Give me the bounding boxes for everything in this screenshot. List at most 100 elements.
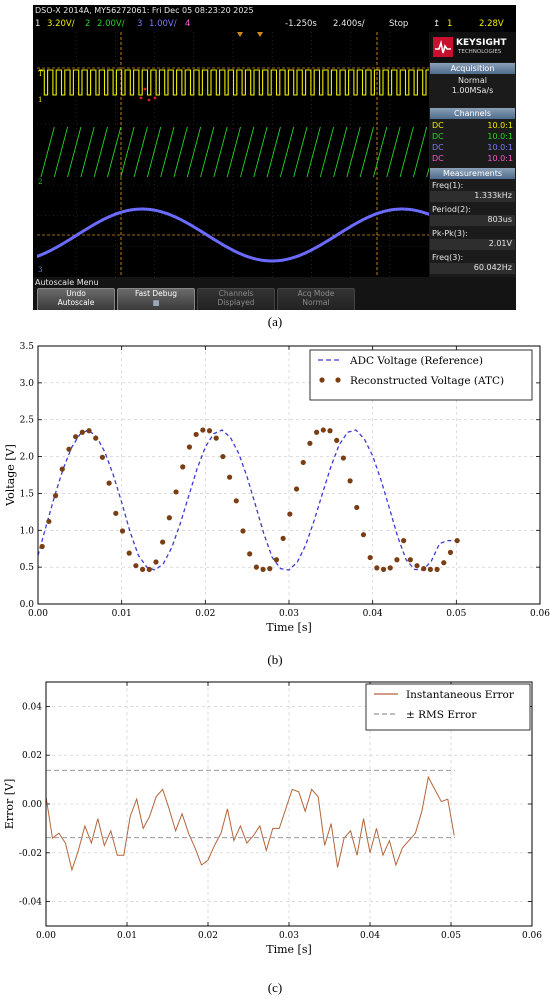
data-point: [46, 518, 52, 525]
legend-label: ADC Voltage (Reference): [349, 355, 483, 367]
channel-probe-ratio: 10.0:1: [487, 121, 513, 130]
series-line: [38, 429, 461, 571]
data-point: [233, 498, 239, 504]
data-point: [414, 563, 420, 569]
data-point: [93, 435, 99, 441]
channel-probe-ratio: 10.0:1: [487, 143, 513, 152]
legend-marker: [319, 377, 325, 383]
ch1-glitch-dot: [147, 98, 151, 102]
data-point: [99, 454, 106, 460]
data-point: [300, 459, 306, 466]
softkey-line2: Displayed: [217, 298, 255, 307]
data-point: [307, 440, 313, 446]
data-point: [260, 566, 266, 572]
ch3-ground-marker: 3: [38, 266, 42, 274]
error-chart: 0.00 0.01 0.02 0.03 0.04 0.05 0.06 -0.04 -0.02 0.…: [3, 681, 542, 956]
legend-label: Reconstructed Voltage (ATC): [350, 375, 504, 387]
softkey-line2: Autoscale: [57, 298, 95, 307]
ch1-ground-marker: 1: [38, 96, 42, 104]
x-tick-label: 0.04: [360, 931, 380, 941]
data-point: [447, 549, 454, 555]
ch2-sawtooth-trace: [40, 126, 429, 178]
scope-side-panel: KEYSIGHT TECHNOLOGIES Acquisition Normal…: [429, 32, 516, 277]
x-tick-label: 0.06: [522, 931, 542, 941]
y-tick-label: 0.00: [22, 800, 42, 810]
data-point: [119, 528, 126, 534]
voltage-chart: 0.00 0.01 0.02 0.03 0.04 0.05 0.06 0.0 0.5 1.0 1.5…: [4, 342, 550, 634]
legend-marker: [335, 377, 341, 383]
acq-mode: Normal: [458, 76, 487, 85]
data-point: [106, 480, 112, 486]
data-point: [253, 564, 259, 570]
data-point: [193, 431, 199, 438]
data-point: [146, 566, 152, 572]
softkey-line2: Normal: [302, 298, 330, 307]
plot-frame: [37, 345, 541, 605]
measurement-label: Period(2):: [432, 205, 471, 214]
data-point: [280, 535, 286, 541]
softkey-menu-title: Autoscale Menu: [35, 278, 99, 287]
x-tick-label: 0.00: [36, 931, 56, 941]
data-point: [327, 428, 333, 434]
caption-c: (c): [267, 980, 283, 995]
legend-box: [365, 683, 531, 731]
data-point: [434, 566, 440, 572]
data-point: [173, 489, 179, 495]
data-point: [113, 510, 119, 516]
ch4-number: 4: [185, 19, 191, 29]
measurement-value-box: 1.333kHz: [430, 191, 515, 202]
legend-label: ± RMS Error: [406, 709, 477, 721]
y-tick-label: 0.04: [22, 702, 42, 712]
scope-header-line: DSO-X 2014A, MY56272061: Fri Dec 05 08:2…: [35, 6, 254, 15]
x-tick-label: 0.01: [117, 931, 137, 941]
x-tick-label: 0.02: [195, 609, 215, 619]
data-point: [401, 538, 407, 544]
undo-autoscale-softkey[interactable]: Undo Autoscale: [37, 288, 115, 310]
data-point: [166, 515, 172, 521]
trigger-source: 1: [447, 19, 453, 29]
data-point: [240, 528, 246, 534]
ch3-sine-trace: [37, 207, 429, 263]
data-point: [347, 478, 353, 484]
scope-waveform-display: T 1 2 3: [37, 32, 429, 277]
softkey-line1: Channels: [218, 289, 254, 298]
trigger-level: 2.28V: [479, 19, 504, 29]
ch3-number: 3: [137, 19, 143, 29]
ch1-scale: 3.20V/: [47, 19, 75, 29]
acq-rate: 1.00MSa/s: [451, 86, 494, 95]
measurement-value: 1.333kHz: [474, 191, 512, 200]
measurement-value: 2.01V: [488, 239, 512, 248]
data-point: [133, 563, 139, 569]
data-point: [59, 466, 65, 472]
data-point: [421, 566, 427, 572]
data-point: [180, 464, 186, 470]
data-point: [267, 566, 273, 572]
data-point: [380, 566, 387, 572]
plot-series-group: [46, 769, 456, 872]
data-point: [39, 543, 45, 550]
y-tick-label: -0.04: [19, 898, 42, 908]
data-point: [213, 435, 219, 441]
data-point: [287, 511, 293, 517]
fast-debug-softkey[interactable]: Fast Debug ■: [117, 288, 195, 310]
measurement-value: 803us: [487, 215, 512, 224]
data-point: [314, 429, 320, 435]
data-point: [206, 428, 213, 434]
softkey-line1: Acq Mode: [297, 289, 335, 298]
x-tick-label: 0.02: [198, 931, 218, 941]
channels-displayed-softkey[interactable]: Channels Displayed: [197, 288, 275, 310]
y-tick-label: 2.0: [20, 453, 35, 463]
x-tick-label: 0.03: [279, 609, 299, 619]
ch1-glitch-dot: [153, 96, 157, 100]
data-point: [86, 428, 92, 434]
time-scale: 2.400s/: [333, 19, 365, 29]
x-axis-label: Time [s]: [266, 943, 312, 956]
x-tick-label: 0.05: [441, 931, 461, 941]
cursor-marker: [257, 32, 263, 37]
data-point: [66, 446, 72, 452]
acq-mode-softkey[interactable]: Acq Mode Normal: [277, 288, 355, 310]
series-line: [46, 775, 455, 872]
data-point: [226, 474, 233, 480]
keysight-logo: KEYSIGHT TECHNOLOGIES: [429, 32, 516, 62]
data-point: [441, 560, 447, 566]
